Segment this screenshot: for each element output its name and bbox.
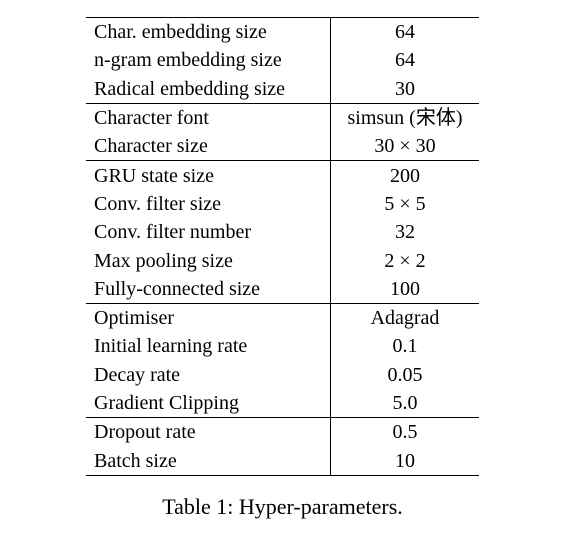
group-optimiser: Optimiser Adagrad Initial learning rate … [86, 302, 479, 418]
param-value: 32 [395, 221, 415, 244]
param-value: 200 [330, 160, 479, 190]
table-row: Conv. filter number 32 [86, 218, 479, 247]
table-row: Max pooling size 2 × 2 [86, 246, 479, 275]
param-name: Char. embedding size [86, 17, 331, 47]
hyperparameter-table-container: Char. embedding size 64 n-gram embedding… [86, 17, 479, 476]
table-row: Character font simsun (宋体) [86, 102, 479, 133]
param-value: 100 [390, 277, 420, 300]
param-value: 64 [395, 49, 415, 72]
table-row: Conv. filter size 5 × 5 [86, 189, 479, 219]
param-value: 10 [395, 449, 415, 472]
table-row: Dropout rate 0.5 [86, 417, 479, 447]
table-row: Radical embedding size 30 [86, 74, 479, 104]
group-embedding: Char. embedding size 64 n-gram embedding… [86, 17, 479, 104]
param-value: Adagrad [330, 302, 479, 333]
param-value: 5 × 5 [384, 192, 426, 215]
table-row: Optimiser Adagrad [86, 302, 479, 333]
param-name: Max pooling size [86, 246, 331, 275]
table-row: Decay rate 0.05 [86, 360, 479, 389]
param-value: 5.0 [392, 392, 418, 414]
table-row: Char. embedding size 64 [86, 17, 479, 47]
group-character: Character font simsun (宋体) Character siz… [86, 102, 479, 161]
param-name: Decay rate [86, 360, 331, 389]
table-row: Character size 30 × 30 [86, 132, 479, 161]
param-value: 30 × 30 [374, 135, 436, 158]
table-row: GRU state size 200 [86, 160, 479, 190]
group-training: Dropout rate 0.5 Batch size 10 [86, 417, 479, 476]
param-value: simsun (宋体) [330, 102, 479, 133]
table-row: Batch size 10 [86, 446, 479, 476]
param-value: 64 [395, 21, 415, 44]
table-row: Gradient Clipping 5.0 [86, 388, 479, 418]
param-name: Optimiser [86, 302, 331, 333]
param-name: GRU state size [86, 160, 331, 190]
group-network: GRU state size 200 Conv. filter size 5 ×… [86, 160, 479, 304]
param-name: Conv. filter number [86, 218, 331, 247]
table-row: n-gram embedding size 64 [86, 46, 479, 75]
param-value: 0.1 [392, 335, 418, 358]
param-name: Dropout rate [86, 417, 331, 447]
table-row: Fully-connected size 100 [86, 274, 479, 304]
table-row: Initial learning rate 0.1 [86, 332, 479, 361]
hyperparameter-table: Char. embedding size 64 n-gram embedding… [86, 17, 479, 476]
param-name: Initial learning rate [86, 332, 331, 361]
param-name: Gradient Clipping [86, 388, 331, 418]
param-value: 0.5 [330, 417, 479, 447]
param-name: Character size [86, 132, 331, 161]
param-name: Batch size [86, 446, 331, 476]
param-name: Character font [86, 102, 331, 133]
param-name: n-gram embedding size [86, 46, 331, 75]
param-name: Fully-connected size [86, 274, 331, 304]
param-name: Radical embedding size [86, 74, 331, 104]
param-value: 30 [395, 77, 415, 100]
param-value: 2 × 2 [384, 249, 426, 272]
table-caption: Table 1: Hyper-parameters. [162, 494, 403, 519]
param-name: Conv. filter size [86, 189, 331, 219]
param-value: 0.05 [387, 363, 423, 386]
